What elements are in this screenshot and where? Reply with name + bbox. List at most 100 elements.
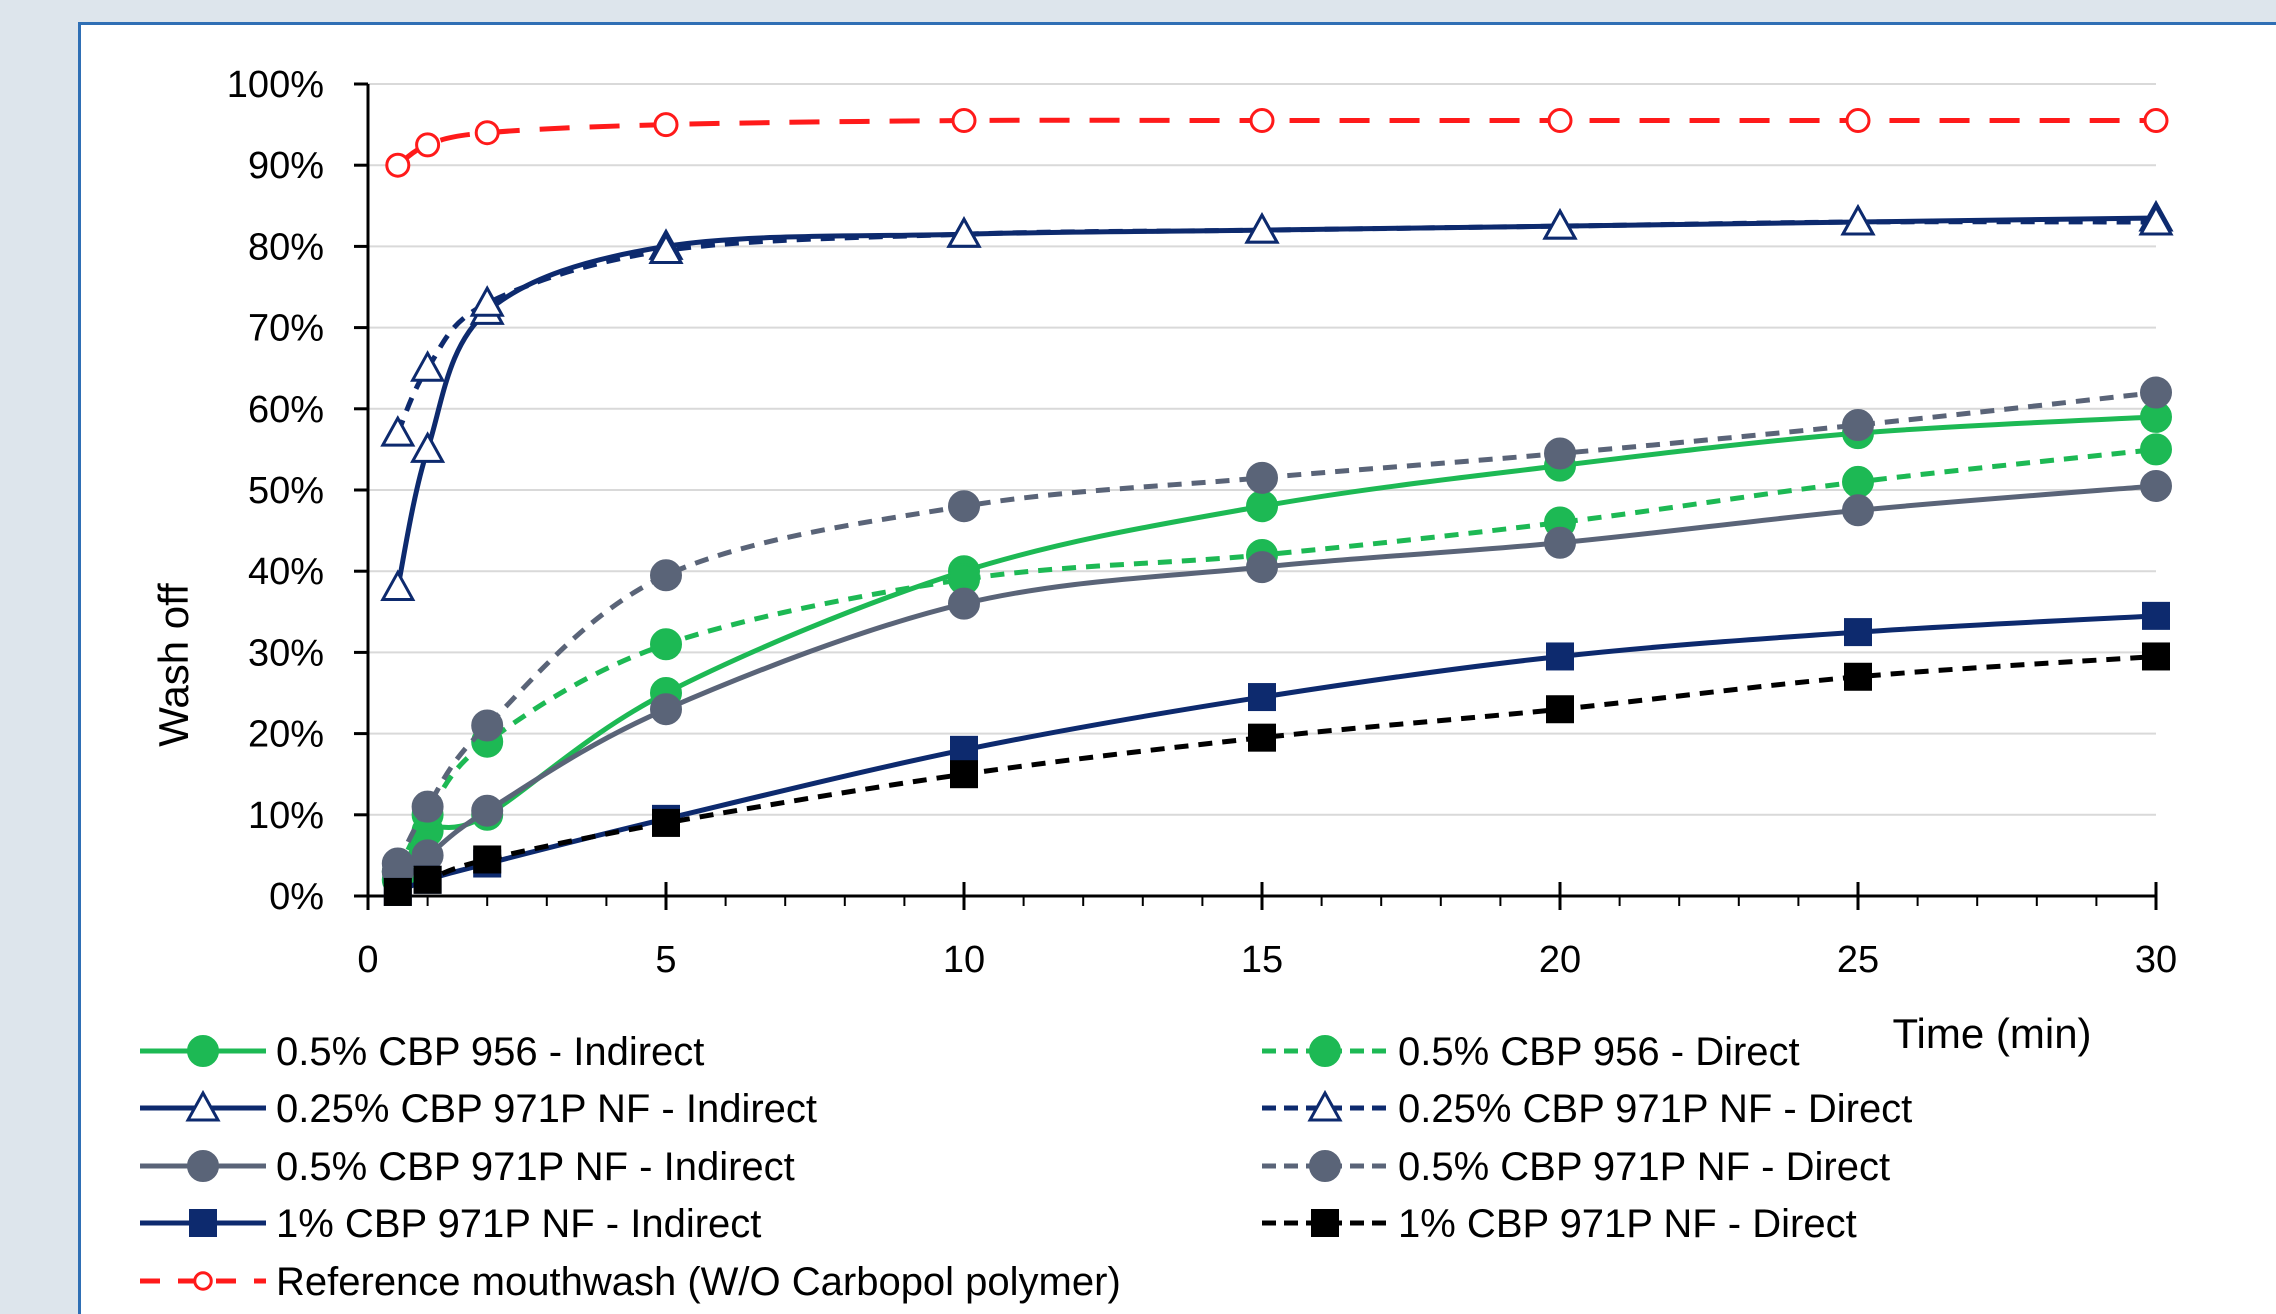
data-point — [1246, 490, 1278, 523]
data-point — [650, 628, 682, 661]
y-tick-label: 70% — [248, 308, 324, 350]
data-point — [1546, 642, 1574, 671]
data-point — [2142, 601, 2170, 630]
x-axis-title: Time (min) — [1892, 1010, 2091, 1057]
series — [380, 203, 2174, 447]
legend-symbol — [1262, 1089, 1388, 1122]
legend-label: 0.5% CBP 971P NF - Indirect — [276, 1145, 795, 1189]
x-tick-label: 25 — [1837, 939, 1879, 981]
data-point — [650, 559, 682, 592]
data-point — [648, 232, 684, 264]
data-point — [2142, 642, 2170, 671]
data-point — [474, 120, 500, 146]
data-point — [381, 847, 414, 880]
data-point — [1309, 1035, 1341, 1067]
legend-symbol — [1262, 1209, 1388, 1237]
data-point — [1842, 409, 1874, 442]
legend-item: Reference mouthwash (W/O Carbopol polyme… — [140, 1260, 1121, 1304]
legend-symbol — [1262, 1035, 1388, 1067]
data-point — [1248, 683, 1276, 712]
data-point — [950, 735, 978, 764]
data-point — [473, 845, 502, 874]
y-tick-label: 60% — [248, 389, 324, 431]
series-lines — [380, 108, 2174, 906]
legend-label: 1% CBP 971P NF - Direct — [1398, 1202, 1857, 1246]
legend-label: 0.25% CBP 971P NF - Direct — [1398, 1087, 1912, 1131]
data-point — [380, 569, 416, 601]
legend-item: 0.5% CBP 971P NF - Indirect — [140, 1145, 795, 1189]
data-point — [1307, 1089, 1343, 1122]
data-point — [383, 877, 412, 906]
y-tick-label: 20% — [248, 714, 324, 756]
data-point — [187, 1035, 219, 1067]
data-point — [1842, 494, 1874, 527]
x-tick-label: 5 — [655, 939, 676, 981]
data-point — [471, 709, 504, 742]
data-point — [385, 152, 411, 178]
data-point — [948, 587, 980, 620]
x-tick-label: 10 — [943, 939, 985, 981]
data-point — [1311, 1209, 1339, 1237]
data-point — [410, 431, 446, 463]
data-point — [652, 808, 680, 837]
data-point — [950, 760, 978, 789]
x-tick-label: 15 — [1241, 939, 1283, 981]
series-line — [395, 215, 2157, 588]
y-tick-label: 10% — [248, 795, 324, 837]
data-point — [2140, 376, 2172, 409]
y-axis-title: Wash off — [150, 583, 197, 747]
data-point — [2140, 433, 2172, 466]
series — [381, 469, 2172, 888]
data-point — [1309, 1150, 1341, 1182]
data-point — [653, 112, 679, 138]
data-point — [946, 216, 982, 248]
y-tick-label: 90% — [248, 145, 324, 187]
data-point — [1845, 108, 1871, 134]
data-point — [1246, 551, 1278, 584]
data-point — [413, 865, 442, 894]
legend-label: 1% CBP 971P NF - Indirect — [276, 1202, 761, 1246]
series-line — [395, 390, 2157, 865]
legend-symbol — [140, 1209, 266, 1237]
y-tick-label: 0% — [269, 876, 324, 918]
legend-item: 0.25% CBP 971P NF - Indirect — [140, 1087, 817, 1131]
data-point — [415, 132, 441, 158]
data-point — [1547, 108, 1573, 134]
y-tick-label: 80% — [248, 226, 324, 268]
legend-item: 0.5% CBP 956 - Direct — [1262, 1030, 1800, 1074]
series-line — [396, 613, 2157, 895]
data-point — [185, 1089, 221, 1122]
x-tick-label: 0 — [357, 939, 378, 981]
y-tick-label: 30% — [248, 632, 324, 674]
data-point — [1248, 723, 1276, 752]
series — [383, 642, 2170, 906]
data-point — [1544, 437, 1576, 470]
data-point — [948, 490, 980, 523]
data-point — [1842, 465, 1874, 498]
legend-item: 0.5% CBP 971P NF - Direct — [1262, 1145, 1890, 1189]
series — [385, 108, 2169, 178]
legend-label: 0.5% CBP 971P NF - Direct — [1398, 1145, 1890, 1189]
data-point — [469, 285, 505, 317]
data-point — [1844, 662, 1872, 691]
data-point — [1840, 203, 1876, 236]
legend: 0.5% CBP 956 - Indirect 0.5% CBP 956 - Di… — [140, 1030, 1912, 1304]
x-tick-label: 30 — [2135, 939, 2177, 981]
y-tick-labels: 0% 10% 20% 30% 40% 50% 60% 70% 80% 90% 100% — [227, 64, 324, 918]
legend-symbol — [140, 1271, 266, 1291]
y-tick-label: 40% — [248, 551, 324, 593]
data-point — [189, 1209, 217, 1237]
data-point — [1249, 108, 1275, 134]
chart-frame — [78, 22, 2276, 1314]
data-point — [1546, 695, 1574, 724]
series-line — [396, 117, 2156, 168]
data-point — [2140, 469, 2172, 502]
x-tick-label: 20 — [1539, 939, 1581, 981]
data-point — [951, 108, 977, 134]
data-point — [410, 350, 446, 382]
data-point — [471, 794, 504, 827]
data-point — [1542, 208, 1578, 240]
legend-symbol — [140, 1035, 266, 1067]
legend-item: 1% CBP 971P NF - Indirect — [140, 1202, 761, 1246]
